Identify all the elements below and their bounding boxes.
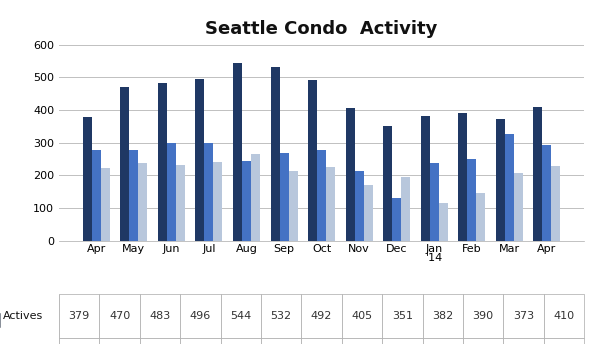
Bar <box>92 150 101 241</box>
Bar <box>533 107 542 241</box>
Bar <box>158 83 167 241</box>
Bar <box>496 119 504 241</box>
Bar <box>401 177 410 241</box>
Bar <box>363 185 373 241</box>
Bar <box>467 159 476 241</box>
Bar <box>167 143 176 241</box>
Bar <box>458 114 467 241</box>
Bar <box>83 117 92 241</box>
Bar <box>120 87 129 241</box>
Bar <box>251 154 260 241</box>
Bar <box>308 80 317 241</box>
Bar <box>551 166 560 241</box>
Text: Actives: Actives <box>4 311 44 321</box>
Bar <box>504 134 514 241</box>
Bar <box>233 63 242 241</box>
Bar <box>129 150 139 241</box>
Bar <box>383 126 392 241</box>
Bar <box>280 153 289 241</box>
Bar <box>392 198 401 241</box>
Bar <box>205 143 214 241</box>
Bar <box>214 162 222 241</box>
Bar <box>421 116 430 241</box>
Bar <box>514 173 523 241</box>
Bar <box>326 166 335 241</box>
Bar <box>242 161 251 241</box>
Bar <box>430 163 438 241</box>
Bar <box>176 165 185 241</box>
Bar <box>270 67 280 241</box>
Bar <box>139 163 148 241</box>
Bar <box>317 150 326 241</box>
Bar <box>289 171 297 241</box>
Bar <box>438 203 448 241</box>
Bar <box>101 168 110 241</box>
Bar <box>346 108 355 241</box>
Bar <box>542 146 551 241</box>
Bar <box>195 79 205 241</box>
Bar <box>476 193 485 241</box>
Title: Seattle Condo  Activity: Seattle Condo Activity <box>205 20 438 37</box>
Bar <box>355 171 363 241</box>
